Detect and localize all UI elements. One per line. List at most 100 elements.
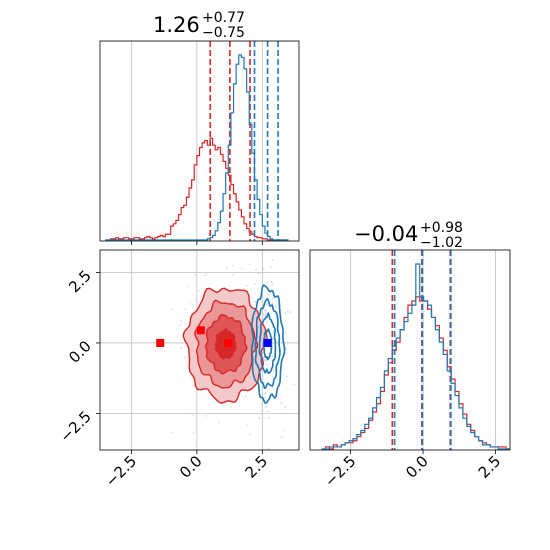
sample-point <box>243 288 245 290</box>
sample-point <box>292 452 294 454</box>
sample-point <box>258 417 261 419</box>
axes-frame <box>99 249 300 451</box>
sample-point <box>194 273 196 276</box>
sample-point <box>284 406 286 409</box>
sample-point <box>259 402 262 405</box>
x-tick-label: 0.0 <box>176 452 206 482</box>
sample-point <box>280 309 283 312</box>
sample-point <box>254 301 257 303</box>
sample-point <box>267 416 270 419</box>
sample-point <box>263 381 266 384</box>
sample-point <box>272 330 275 332</box>
sample-point <box>260 409 263 412</box>
sample-point <box>284 312 287 315</box>
sample-point <box>171 308 174 311</box>
sample-point <box>280 436 283 439</box>
sample-point <box>271 258 274 261</box>
sample-point <box>189 301 192 304</box>
x-tick-label: 0.0 <box>402 452 432 482</box>
histogram-step-1 <box>321 263 510 450</box>
joint-contour-plot: −2.5 0.0 2.5 2.5 0.0 −2.5 <box>56 242 300 497</box>
sample-point <box>180 320 183 323</box>
sample-point <box>205 415 207 417</box>
marginal-histogram-y: −2.5 0.0 2.5 −0.04 +0.98 −1.02 <box>309 220 511 491</box>
sample-point <box>188 286 190 289</box>
sample-point <box>231 264 234 267</box>
sample-point <box>283 495 285 497</box>
sample-point <box>285 348 287 350</box>
sample-point <box>271 302 274 305</box>
truth-marker <box>196 326 205 335</box>
sample-point <box>284 331 287 334</box>
sample-point <box>262 313 265 315</box>
sample-point <box>244 246 246 248</box>
sample-point <box>272 332 275 335</box>
sample-point <box>249 433 252 436</box>
sample-point <box>191 414 194 417</box>
sample-point <box>171 431 174 434</box>
title-minus: −1.02 <box>420 235 463 251</box>
sample-point <box>264 309 267 312</box>
sample-point <box>265 303 268 306</box>
sample-point <box>265 363 268 366</box>
axes-frame <box>99 40 300 242</box>
sample-point <box>262 356 265 359</box>
sample-point <box>277 246 279 248</box>
contour-level-1-0 <box>250 284 286 405</box>
sample-point <box>265 405 268 408</box>
contour-level-1-3 <box>262 327 273 361</box>
sample-point <box>218 421 221 424</box>
sample-point <box>274 305 277 308</box>
x-tick-label: −2.5 <box>321 452 359 490</box>
sample-point <box>240 267 243 270</box>
sample-point <box>286 310 289 313</box>
sample-point <box>266 280 269 283</box>
truth-marker <box>263 338 272 347</box>
sample-point <box>203 274 206 277</box>
sample-point <box>270 266 272 269</box>
title-value: 1.26 <box>153 13 200 37</box>
sample-point <box>266 320 268 323</box>
sample-point <box>267 293 270 295</box>
histogram-step-0 <box>321 296 510 450</box>
sample-point <box>180 347 183 349</box>
y-tick-label: 0.0 <box>65 337 95 367</box>
sample-point <box>269 242 271 244</box>
sample-point <box>267 410 270 413</box>
sample-point <box>273 369 275 372</box>
title-minus: −0.75 <box>202 25 245 41</box>
sample-point <box>264 359 267 362</box>
axes-frame <box>309 249 511 451</box>
sample-point <box>293 383 296 386</box>
marginal-histogram-x: 1.26 +0.77 −0.75 <box>99 10 300 245</box>
sample-point <box>184 356 187 359</box>
contour-level-1-2 <box>258 312 277 374</box>
sample-point <box>245 395 247 398</box>
sample-point <box>232 274 234 276</box>
sample-point <box>178 324 181 326</box>
sample-point <box>270 281 273 283</box>
x-tick-label: 2.5 <box>475 452 505 482</box>
y-tick-label: −2.5 <box>56 407 94 445</box>
truth-marker <box>224 338 233 347</box>
sample-point <box>262 268 265 270</box>
sample-point <box>289 311 292 314</box>
title-plus: +0.98 <box>420 220 463 236</box>
y-tick-label: 2.5 <box>65 267 95 297</box>
histogram-step-1 <box>105 54 289 241</box>
sample-point <box>274 360 276 363</box>
sample-point <box>192 432 195 434</box>
sample-point <box>271 297 274 300</box>
sample-point <box>246 424 249 427</box>
truth-marker <box>156 338 165 347</box>
sample-point <box>184 308 186 311</box>
sample-point <box>257 272 260 275</box>
sample-point <box>285 375 288 378</box>
sample-point <box>267 447 270 450</box>
x-tick-label: 2.5 <box>242 452 272 482</box>
sample-point <box>264 314 267 317</box>
sample-point <box>280 402 283 405</box>
sample-point <box>264 312 267 315</box>
sample-point <box>279 393 281 396</box>
